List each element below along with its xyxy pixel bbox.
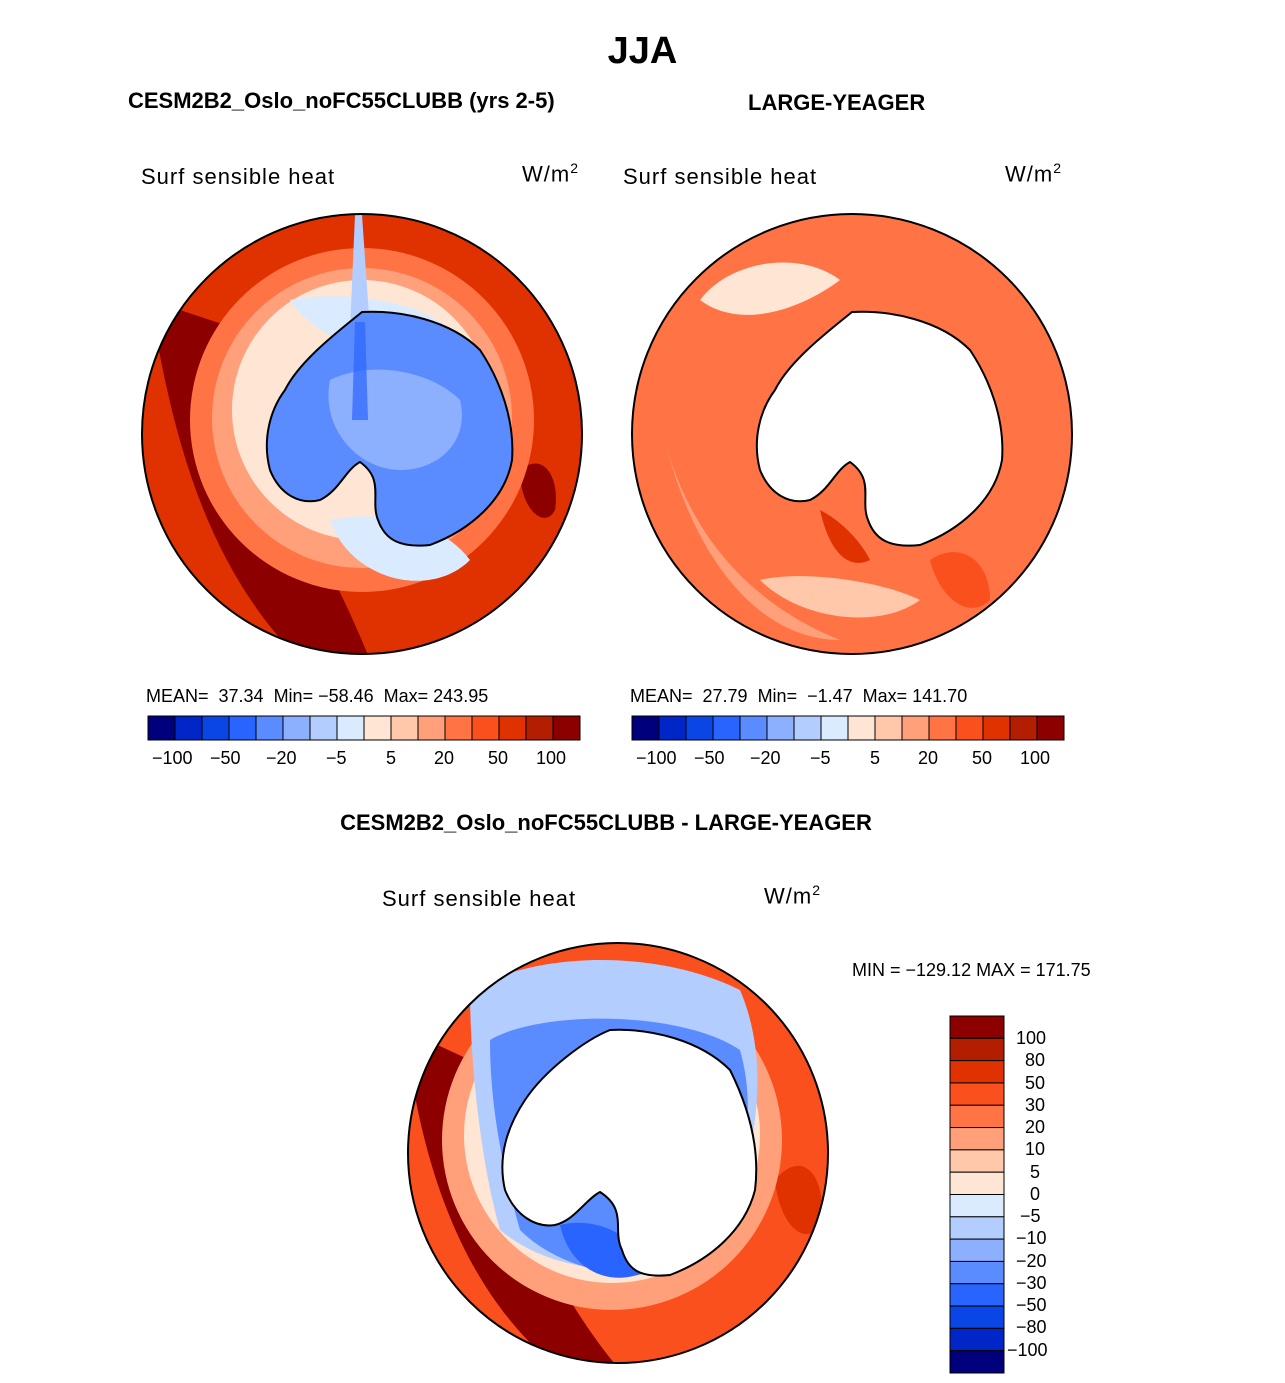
diff-variable-label: Surf sensible heat: [382, 886, 577, 911]
diff-colorbar: [949, 1015, 1005, 1374]
colorbar-swatch: [739, 715, 768, 741]
colorbar-swatch: [949, 1350, 1005, 1374]
colorbar-swatch: [949, 1082, 1005, 1106]
colorbar-swatch: [417, 715, 446, 741]
colorbar-swatch: [685, 715, 714, 741]
left-tick: 100: [536, 748, 567, 768]
colorbar-swatch: [847, 715, 876, 741]
diff-units: W/m2: [764, 882, 821, 909]
left-tick: 5: [386, 748, 397, 768]
colorbar-swatch: [949, 1037, 1005, 1062]
colorbar-swatch: [955, 715, 984, 741]
colorbar-swatch: [949, 1060, 1005, 1084]
right-units: W/m2: [1005, 160, 1062, 187]
colorbar-swatch: [444, 715, 473, 741]
diff-tick: 0: [1030, 1184, 1041, 1204]
colorbar-swatch: [498, 715, 527, 741]
right-tick: 5: [870, 748, 881, 768]
colorbar-swatch: [1009, 715, 1038, 741]
colorbar-swatch: [874, 715, 903, 741]
left-tick: −100: [152, 748, 193, 768]
diff-tick: 10: [1025, 1139, 1046, 1159]
diff-tick: 80: [1025, 1050, 1046, 1070]
left-stats: MEAN= 37.34 Min= −58.46 Max= 243.95: [146, 686, 489, 706]
colorbar-swatch: [982, 715, 1011, 741]
left-panel-title: CESM2B2_Oslo_noFC55CLUBB (yrs 2-5): [128, 88, 555, 113]
diff-tick: −100: [1007, 1340, 1048, 1360]
right-tick: −5: [810, 748, 831, 768]
left-tick: −20: [266, 748, 297, 768]
diff-tick: −20: [1016, 1251, 1047, 1271]
colorbar-swatch: [766, 715, 795, 741]
right-tick: −100: [636, 748, 677, 768]
diff-tick: 50: [1025, 1073, 1046, 1093]
colorbar-swatch: [901, 715, 930, 741]
colorbar-swatch: [525, 715, 554, 741]
colorbar-swatch: [949, 1127, 1005, 1151]
diff-panel-title: CESM2B2_Oslo_noFC55CLUBB - LARGE-YEAGER: [340, 810, 872, 835]
diff-minmax: MIN = −129.12 MAX = 171.75: [852, 960, 1091, 980]
colorbar-swatch: [363, 715, 392, 741]
colorbar-swatch: [1036, 715, 1065, 741]
colorbar-swatch: [949, 1216, 1005, 1240]
left-tick: 20: [434, 748, 455, 768]
right-antarctica: [755, 310, 1004, 547]
colorbar-swatch: [793, 715, 822, 741]
colorbar-swatch: [949, 1260, 1005, 1285]
diff-antarctica: [501, 1028, 758, 1277]
colorbar-swatch: [949, 1015, 1005, 1039]
colorbar-swatch: [949, 1283, 1005, 1307]
colorbar-swatch: [147, 715, 176, 741]
colorbar-swatch: [949, 1305, 1005, 1329]
colorbar-swatch: [309, 715, 338, 741]
diff-tick: 100: [1016, 1028, 1047, 1048]
colorbar-swatch: [228, 715, 257, 741]
colorbar-swatch: [174, 715, 203, 741]
colorbar-swatch: [949, 1327, 1005, 1352]
diff-tick: 30: [1025, 1095, 1046, 1115]
left-tick: −5: [326, 748, 347, 768]
colorbar-swatch: [820, 715, 849, 741]
right-tick: 50: [972, 748, 993, 768]
colorbar-swatch: [631, 715, 660, 741]
colorbar-swatch: [471, 715, 500, 741]
colorbar-swatch: [255, 715, 284, 741]
right-panel-title: LARGE-YEAGER: [748, 90, 926, 115]
diff-tick: 20: [1025, 1117, 1046, 1137]
left-variable-label: Surf sensible heat: [141, 164, 336, 189]
right-tick: 20: [918, 748, 939, 768]
colorbar-swatch: [949, 1104, 1005, 1129]
colorbar-swatch: [949, 1238, 1005, 1262]
season-title: JJA: [607, 30, 678, 72]
colorbar-swatch: [712, 715, 741, 741]
colorbar-swatch: [390, 715, 419, 741]
colorbar-swatch: [658, 715, 687, 741]
diff-tick: −30: [1016, 1273, 1047, 1293]
right-tick: −50: [694, 748, 725, 768]
right-tick: −20: [750, 748, 781, 768]
diff-tick: 5: [1030, 1162, 1041, 1182]
colorbar-swatch: [336, 715, 365, 741]
right-stats: MEAN= 27.79 Min= −1.47 Max= 141.70: [630, 686, 968, 706]
right-variable-label: Surf sensible heat: [623, 164, 818, 189]
diff-tick: −10: [1016, 1228, 1047, 1248]
colorbar-swatch: [949, 1171, 1005, 1195]
diff-tick: −5: [1020, 1206, 1041, 1226]
left-tick: 50: [488, 748, 509, 768]
colorbar-swatch: [201, 715, 230, 741]
colorbar-swatch: [949, 1194, 1005, 1218]
colorbar-swatch: [282, 715, 311, 741]
left-units: W/m2: [522, 160, 579, 187]
colorbar-swatch: [928, 715, 957, 741]
colorbar-swatch: [552, 715, 581, 741]
colorbar-swatch: [949, 1149, 1005, 1173]
right-tick: 100: [1020, 748, 1051, 768]
right-colorbar: [631, 715, 1065, 741]
left-colorbar: [147, 715, 581, 741]
diff-tick: −80: [1016, 1317, 1047, 1337]
diff-tick: −50: [1016, 1295, 1047, 1315]
left-tick: −50: [210, 748, 241, 768]
